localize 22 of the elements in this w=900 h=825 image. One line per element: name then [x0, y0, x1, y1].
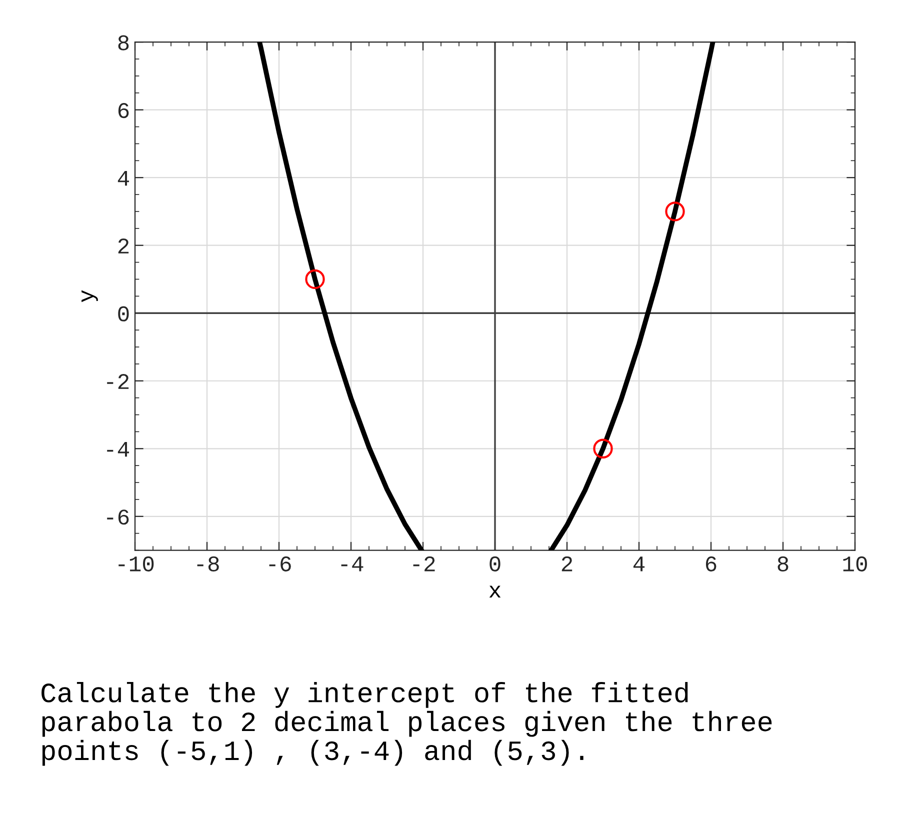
y-tick-label: 4 — [118, 171, 130, 186]
x-tick-label: -4 — [341, 556, 364, 572]
y-tick-label: -4 — [107, 442, 130, 457]
y-tick-label: 8 — [118, 35, 129, 50]
y-tick-label: 6 — [118, 103, 129, 118]
x-axis-title: x — [489, 586, 501, 598]
x-tick-label: 6 — [706, 556, 716, 572]
x-tick-label: 8 — [778, 556, 788, 572]
x-tick-label: -10 — [118, 556, 154, 572]
x-tick-label: 0 — [490, 556, 500, 572]
text: Calculate the y intercept of the fitted parabola to 2 decimal places given the three points (-5,1) , (3,-4) and (5,3). — [42, 682, 772, 766]
y-tick-label: -2 — [107, 374, 129, 389]
x-tick-label: 4 — [633, 556, 645, 572]
x-tick-label: 10 — [843, 556, 867, 572]
x-tick-label: -8 — [197, 556, 219, 572]
x-tick-label: 2 — [562, 556, 572, 572]
x-tick-label: -2 — [413, 556, 435, 572]
y-tick-label: 2 — [118, 238, 129, 254]
y-tick-label: -6 — [107, 510, 129, 525]
y-axis-title: y — [82, 290, 98, 302]
y-tick-label: 0 — [118, 306, 129, 322]
x-tick-label: -6 — [269, 556, 291, 572]
